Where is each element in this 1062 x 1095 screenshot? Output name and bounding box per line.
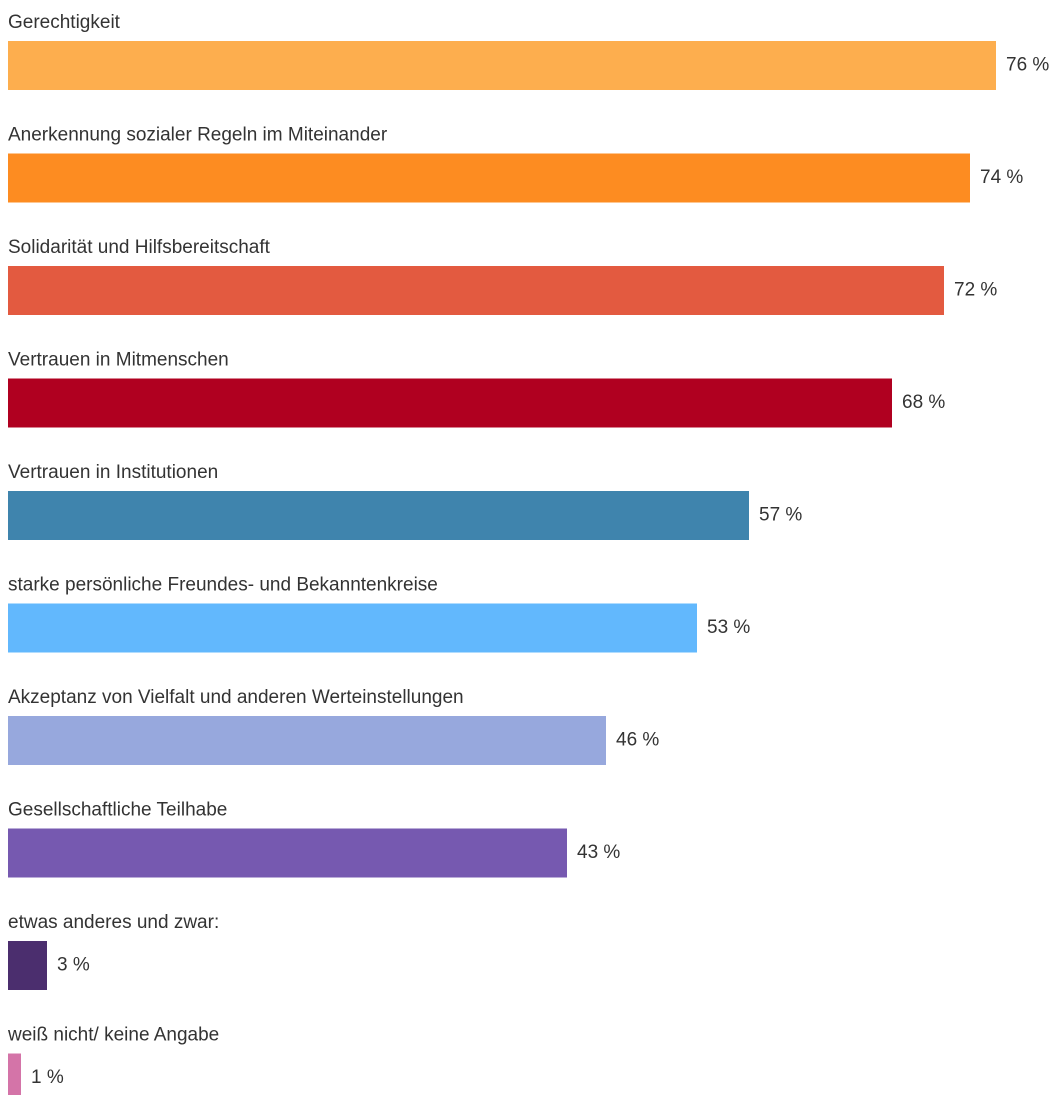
value-label: 76 % [1006,55,1049,76]
bar [8,266,944,315]
category-label: Akzeptanz von Vielfalt und anderen Werte… [8,687,464,708]
bar [8,1053,21,1095]
bar [8,378,892,428]
bar [8,491,749,540]
bar [8,41,996,90]
category-label: starke persönliche Freundes- und Bekannt… [8,575,438,596]
value-label: 72 % [954,280,997,301]
value-label: 3 % [57,955,90,976]
bar [8,941,47,990]
category-label: Vertrauen in Institutionen [8,462,218,483]
bar [8,603,697,653]
category-label: Gesellschaftliche Teilhabe [8,800,227,821]
value-label: 1 % [31,1067,64,1088]
category-label: weiß nicht/ keine Angabe [7,1025,219,1046]
category-label: Solidarität und Hilfsbereitschaft [8,237,271,258]
value-label: 43 % [577,842,620,863]
category-label: Anerkennung sozialer Regeln im Miteinand… [8,125,388,146]
category-label: Vertrauen in Mitmenschen [8,350,229,371]
value-label: 74 % [980,167,1023,188]
bar [8,828,567,878]
value-label: 57 % [759,505,802,526]
value-label: 68 % [902,392,945,413]
value-label: 46 % [616,730,659,751]
bar [8,716,606,765]
bar [8,153,970,203]
category-label: etwas anderes und zwar: [8,912,219,933]
category-label: Gerechtigkeit [8,12,121,33]
value-label: 53 % [707,617,750,638]
